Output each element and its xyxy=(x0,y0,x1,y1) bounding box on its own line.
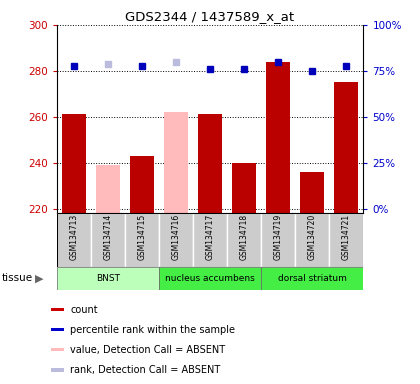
Bar xyxy=(125,213,159,267)
Bar xyxy=(295,213,329,267)
Text: GSM134715: GSM134715 xyxy=(137,214,146,260)
Bar xyxy=(261,213,295,267)
Bar xyxy=(334,82,358,213)
Bar xyxy=(193,213,227,267)
Text: GSM134713: GSM134713 xyxy=(69,214,78,260)
Text: count: count xyxy=(71,305,98,314)
Bar xyxy=(266,62,290,213)
Text: value, Detection Call = ABSENT: value, Detection Call = ABSENT xyxy=(71,345,226,355)
Bar xyxy=(52,348,64,351)
Text: ▶: ▶ xyxy=(35,273,43,283)
Text: percentile rank within the sample: percentile rank within the sample xyxy=(71,325,235,335)
Bar xyxy=(57,213,91,267)
Text: GSM134717: GSM134717 xyxy=(205,214,215,260)
Bar xyxy=(227,213,261,267)
Bar xyxy=(261,267,363,290)
Text: rank, Detection Call = ABSENT: rank, Detection Call = ABSENT xyxy=(71,365,220,375)
Text: tissue: tissue xyxy=(2,273,33,283)
Bar xyxy=(164,112,188,213)
Bar xyxy=(62,114,86,213)
Bar xyxy=(198,114,222,213)
Text: dorsal striatum: dorsal striatum xyxy=(278,274,346,283)
Bar xyxy=(52,308,64,311)
Text: GSM134718: GSM134718 xyxy=(239,214,249,260)
Bar xyxy=(300,172,324,213)
Text: GSM134719: GSM134719 xyxy=(274,214,283,260)
Text: GDS2344 / 1437589_x_at: GDS2344 / 1437589_x_at xyxy=(126,10,294,23)
Text: GSM134716: GSM134716 xyxy=(171,214,181,260)
Bar xyxy=(329,213,363,267)
Bar xyxy=(130,156,154,213)
Bar xyxy=(52,368,64,372)
Bar xyxy=(96,165,120,213)
Bar xyxy=(91,213,125,267)
Bar xyxy=(159,267,261,290)
Bar xyxy=(52,328,64,331)
Text: GSM134721: GSM134721 xyxy=(342,214,351,260)
Text: BNST: BNST xyxy=(96,274,120,283)
Bar xyxy=(232,163,256,213)
Text: GSM134720: GSM134720 xyxy=(308,214,317,260)
Text: nucleus accumbens: nucleus accumbens xyxy=(165,274,255,283)
Text: GSM134714: GSM134714 xyxy=(103,214,112,260)
Bar xyxy=(57,267,159,290)
Bar xyxy=(159,213,193,267)
